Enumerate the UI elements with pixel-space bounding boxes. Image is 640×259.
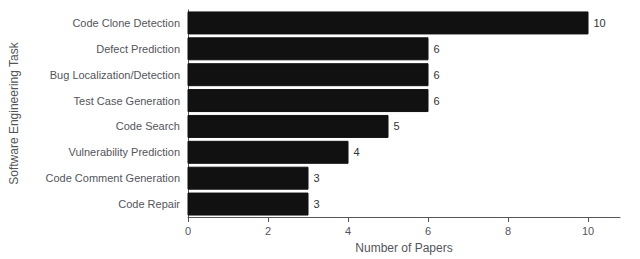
svg-text:4: 4 [354, 146, 360, 158]
svg-text:6: 6 [425, 225, 431, 237]
svg-text:2: 2 [265, 225, 271, 237]
svg-text:Code Comment Generation: Code Comment Generation [45, 172, 180, 184]
svg-text:Number of Papers: Number of Papers [355, 241, 452, 255]
svg-text:Code Search: Code Search [116, 120, 180, 132]
svg-text:0: 0 [185, 225, 191, 237]
svg-text:3: 3 [314, 198, 320, 210]
svg-text:Test Case Generation: Test Case Generation [74, 95, 180, 107]
svg-text:6: 6 [434, 69, 440, 81]
svg-text:10: 10 [582, 225, 594, 237]
svg-text:6: 6 [434, 95, 440, 107]
svg-text:Code Clone Detection: Code Clone Detection [72, 17, 180, 29]
svg-text:Software Engineering Task: Software Engineering Task [7, 41, 21, 185]
svg-text:10: 10 [594, 17, 606, 29]
svg-text:Bug Localization/Detection: Bug Localization/Detection [50, 69, 180, 81]
svg-text:4: 4 [345, 225, 351, 237]
svg-text:3: 3 [314, 172, 320, 184]
svg-text:Defect Prediction: Defect Prediction [96, 43, 180, 55]
svg-text:8: 8 [505, 225, 511, 237]
svg-text:5: 5 [394, 120, 400, 132]
svg-text:Code Repair: Code Repair [118, 198, 180, 210]
svg-text:6: 6 [434, 43, 440, 55]
svg-text:Vulnerability Prediction: Vulnerability Prediction [69, 146, 180, 158]
